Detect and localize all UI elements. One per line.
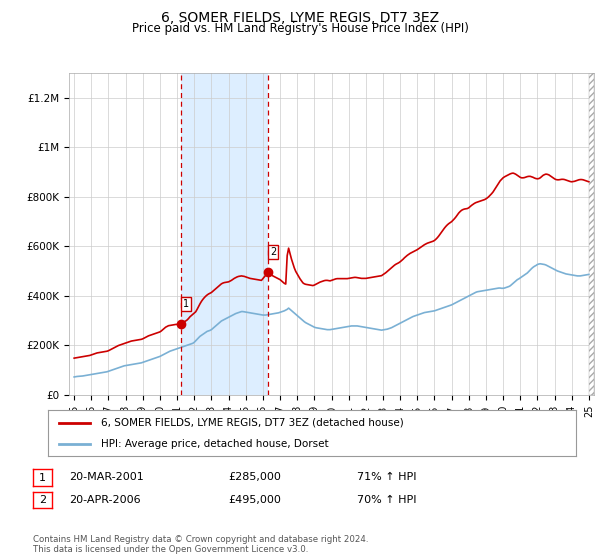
Bar	[589, 73, 594, 395]
Bar	[181, 73, 268, 395]
Text: 20-MAR-2001: 20-MAR-2001	[69, 472, 144, 482]
Text: 70% ↑ HPI: 70% ↑ HPI	[357, 494, 416, 505]
Text: 71% ↑ HPI: 71% ↑ HPI	[357, 472, 416, 482]
Text: 6, SOMER FIELDS, LYME REGIS, DT7 3EZ (detached house): 6, SOMER FIELDS, LYME REGIS, DT7 3EZ (de…	[101, 418, 404, 428]
Text: HPI: Average price, detached house, Dorset: HPI: Average price, detached house, Dors…	[101, 439, 328, 449]
Text: £495,000: £495,000	[228, 494, 281, 505]
Text: 1: 1	[183, 300, 189, 309]
Text: 1: 1	[39, 473, 46, 483]
Text: 6, SOMER FIELDS, LYME REGIS, DT7 3EZ: 6, SOMER FIELDS, LYME REGIS, DT7 3EZ	[161, 11, 439, 25]
Text: 20-APR-2006: 20-APR-2006	[69, 494, 140, 505]
Text: 2: 2	[270, 248, 277, 258]
Text: Price paid vs. HM Land Registry's House Price Index (HPI): Price paid vs. HM Land Registry's House …	[131, 22, 469, 35]
Text: 2: 2	[39, 495, 46, 505]
Text: £285,000: £285,000	[228, 472, 281, 482]
Text: Contains HM Land Registry data © Crown copyright and database right 2024.
This d: Contains HM Land Registry data © Crown c…	[33, 535, 368, 554]
